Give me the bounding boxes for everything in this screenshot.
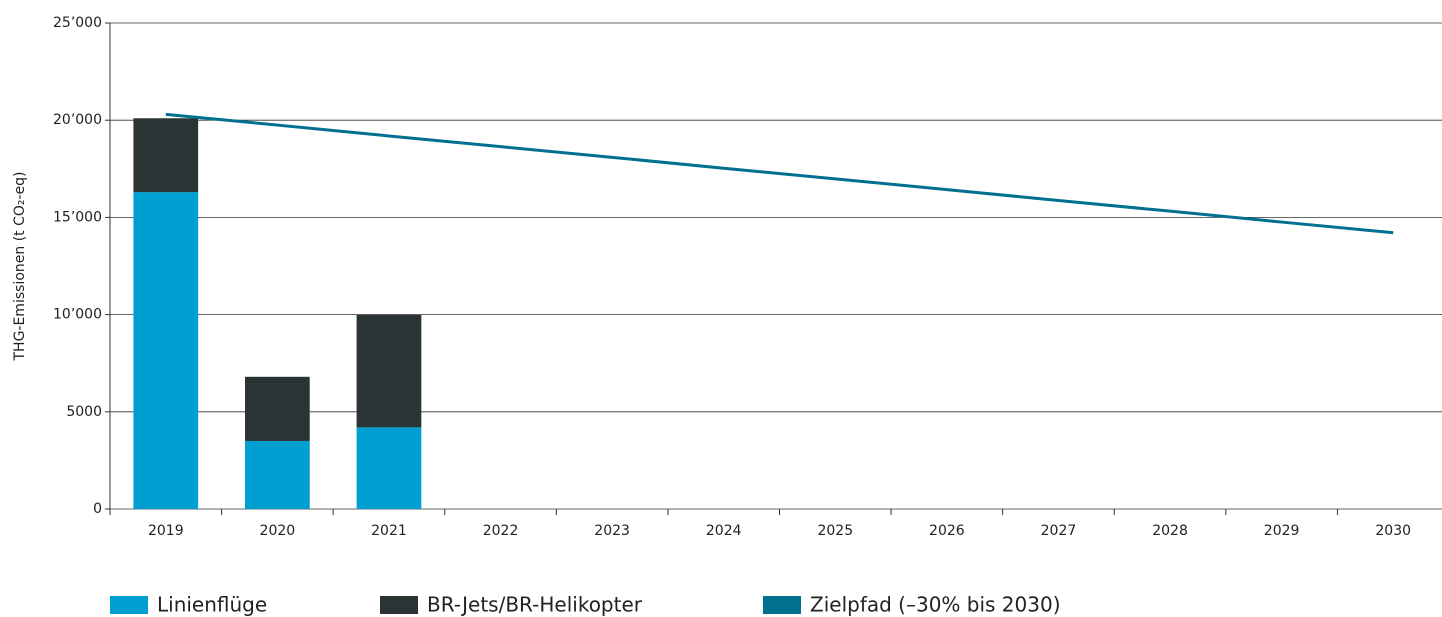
x-tick-label: 2024	[706, 523, 742, 539]
legend-swatch	[110, 596, 148, 614]
legend-swatch	[763, 596, 801, 614]
x-tick-label: 2029	[1264, 523, 1300, 539]
x-tick-label: 2028	[1152, 523, 1188, 539]
y-tick-label: 0	[93, 501, 102, 517]
y-tick-label: 5000	[66, 404, 102, 420]
bar	[133, 192, 199, 510]
bar	[245, 376, 310, 441]
x-tick-label: 2030	[1375, 523, 1411, 539]
y-axis-label: THG-Emissionen (t CO₂-eq)	[12, 171, 28, 361]
y-tick-label: 15’000	[53, 209, 102, 225]
bar	[356, 427, 422, 509]
bar	[133, 118, 199, 193]
bar	[245, 440, 310, 509]
y-tick-label: 10’000	[53, 307, 102, 323]
x-tick-label: 2026	[929, 523, 965, 539]
x-tick-label: 2025	[817, 523, 853, 539]
y-tick-label: 20’000	[53, 112, 102, 128]
line	[165, 112, 1394, 235]
legend-label: BR-Jets/BR-Helikopter	[427, 593, 643, 617]
legend-label: Linienflüge	[157, 593, 267, 617]
bar	[356, 314, 422, 428]
x-tick-label: 2020	[260, 523, 296, 539]
x-tick-label: 2019	[148, 523, 184, 539]
legend-swatch	[380, 596, 418, 614]
legend-label: Zielpfad (–30% bis 2030)	[810, 593, 1061, 617]
x-tick-label: 2022	[483, 523, 519, 539]
y-tick-label: 25’000	[53, 15, 102, 31]
x-tick-label: 2023	[594, 523, 630, 539]
x-tick-label: 2027	[1041, 523, 1077, 539]
x-tick-label: 2021	[371, 523, 407, 539]
